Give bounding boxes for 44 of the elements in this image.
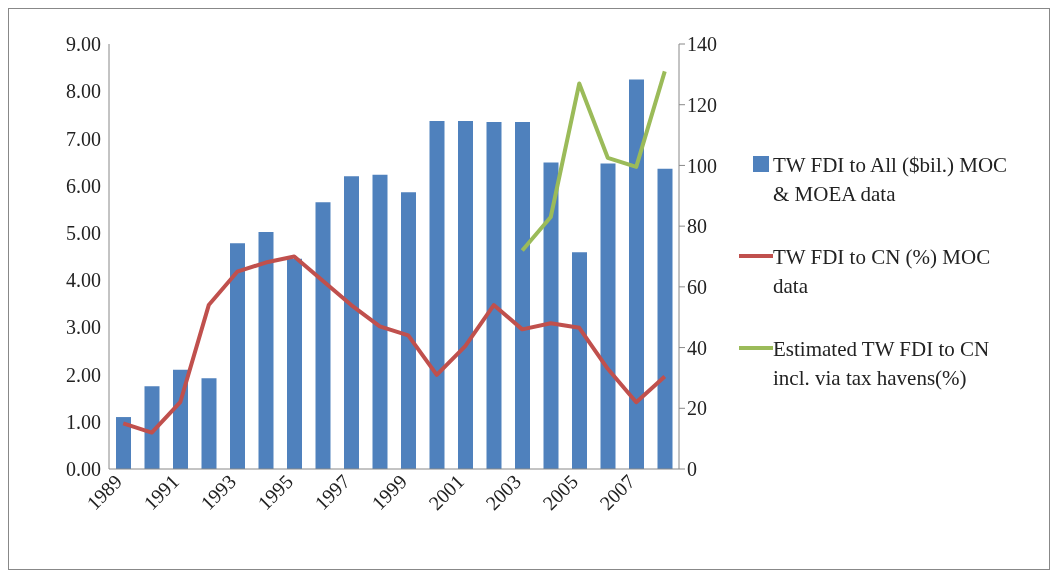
bar [600,163,616,469]
bar [458,120,473,469]
bar [401,192,416,469]
bar [486,121,502,469]
bar [116,417,131,469]
bar [230,243,245,469]
bar [344,176,359,469]
x-tick-label: 1999 [367,470,412,515]
bar [629,79,644,469]
bar [201,378,217,469]
y2-tick-label: 80 [687,215,707,238]
y2-tick-label: 60 [687,275,707,298]
bar [372,174,388,469]
bar [287,258,302,469]
bar [144,386,160,469]
y2-tick-label: 40 [687,336,707,359]
y-tick-label: 2.00 [66,363,101,386]
y-tick-label: 6.00 [66,174,101,197]
bar [429,120,445,469]
bar [543,162,559,469]
bar [657,168,673,469]
y-tick-label: 8.00 [66,80,101,103]
y-tick-label: 9.00 [66,33,101,56]
y-tick-label: 7.00 [66,127,101,150]
y2-tick-label: 0 [687,458,697,481]
y2-tick-label: 120 [687,93,717,116]
y-tick-label: 5.00 [66,221,101,244]
y2-tick-label: 20 [687,397,707,420]
y2-tick-label: 100 [687,154,717,177]
bar [515,121,530,469]
y-tick-label: 4.00 [66,269,101,292]
line-series [121,254,667,435]
bar [572,252,587,469]
y2-tick-label: 140 [687,33,717,56]
line-series [520,69,667,253]
bar [315,202,331,469]
bar [258,231,274,469]
legend-label: Estimated TW FDI to CN incl. via tax havens(%) [773,336,991,392]
y-tick-label: 3.00 [66,316,101,339]
legend-label: TW FDI to All ($bil.) MOC & MOEA data [773,152,1009,208]
y-tick-label: 0.00 [66,458,101,481]
legend-label: TW FDI to CN (%) MOC data [773,244,992,300]
y-tick-label: 1.00 [66,410,101,433]
x-tick-label: 1991 [139,470,184,515]
